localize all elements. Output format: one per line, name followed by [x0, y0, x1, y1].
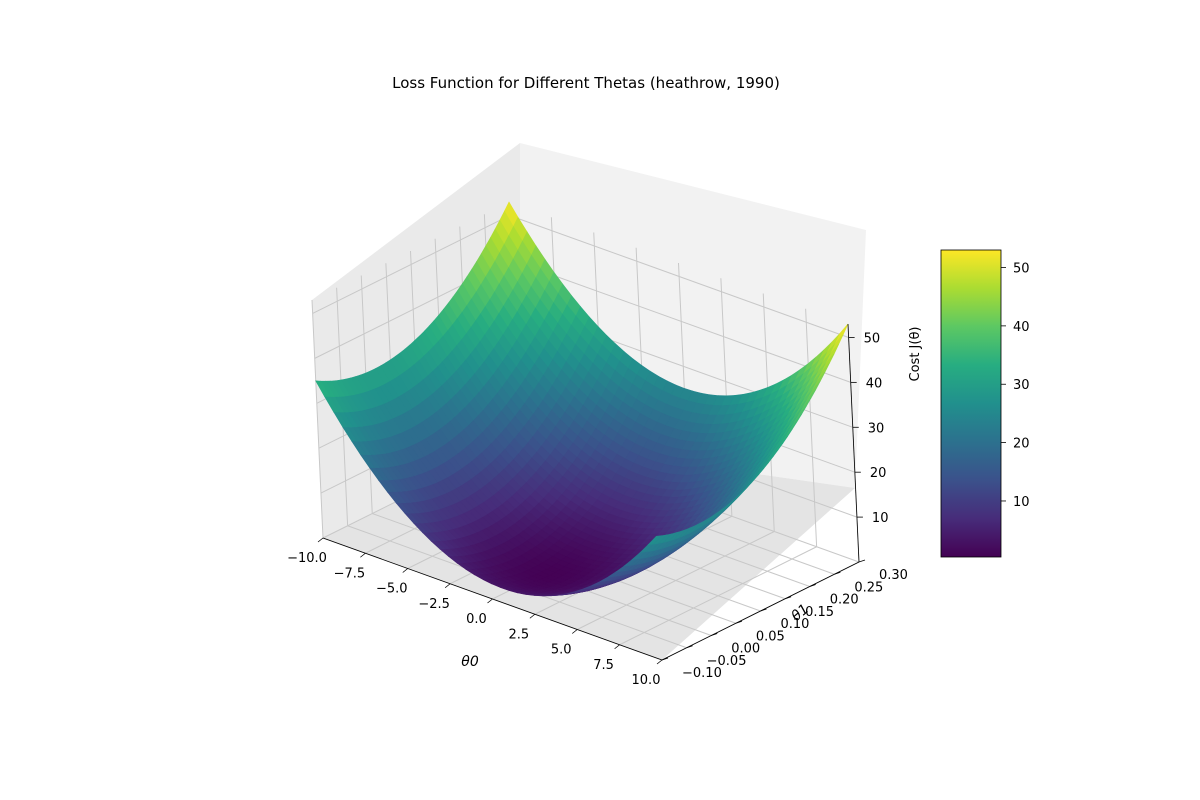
colorbar-ticks: 10 20 30 40 50: [1001, 262, 1030, 510]
colorbar-tick-label-2: 30: [1013, 378, 1030, 393]
colorbar-tick-label-1: 20: [1013, 437, 1030, 452]
y-tick-mark-6: [809, 584, 816, 587]
y-tick-label-1: −0.05: [707, 654, 747, 669]
z-axis-label: Cost J(θ): [908, 327, 923, 382]
y-tick-label-4: 0.10: [781, 617, 810, 632]
y-tick-label-2: 0.00: [731, 642, 760, 657]
axes: −10.0 −7.5 −5.0 −2.5 0.0 2.5 5.0 7.5 10.0 −0.10−0…: [287, 323, 908, 688]
grid-y-wall-0: [311, 299, 324, 539]
x-tick-mark-7: [614, 644, 620, 650]
y-tick-label-3: 0.05: [756, 629, 785, 644]
x-axis-label: θ0: [461, 654, 479, 670]
x-tick-mark-0: [317, 537, 324, 543]
y-tick-mark-0: [661, 657, 669, 661]
y-tick-mark-1: [686, 645, 693, 649]
x-tick-label-3: −2.5: [418, 597, 450, 612]
y-tick-mark-8: [858, 559, 866, 563]
colorbar-tick-label-4: 50: [1013, 262, 1030, 277]
x-tick-label-2: −5.0: [376, 582, 408, 597]
x-tick-mark-8: [656, 659, 663, 665]
x-tick-mark-2: [402, 568, 408, 573]
chart-title: Loss Function for Different Thetas (heat…: [392, 74, 780, 92]
y-tick-mark-5: [784, 596, 792, 600]
x-tick-label-5: 2.5: [509, 627, 530, 642]
y-tick-label-0: −0.10: [682, 666, 722, 681]
x-tick-label-4: 0.0: [466, 612, 487, 627]
z-tick-label-3: 40: [866, 376, 883, 391]
x-tick-label-7: 7.5: [593, 658, 614, 673]
loss-surface: [315, 201, 849, 597]
y-tick-label-7: 0.25: [854, 580, 883, 595]
x-tick-label-8: 10.0: [632, 673, 661, 688]
z-tick-label-4: 50: [864, 331, 881, 346]
grid-z-right-3: [511, 259, 851, 383]
z-tick-label-0: 10: [872, 511, 889, 526]
x-tick-mark-6: [572, 629, 578, 634]
y-tick-mark-2: [711, 633, 718, 636]
x-tick-mark-3: [444, 583, 451, 589]
y-tick-mark-4: [760, 608, 767, 612]
x-tick-label-6: 5.0: [551, 643, 572, 658]
y-tick-label-5: 0.15: [805, 605, 834, 620]
y-tick-mark-7: [834, 571, 841, 575]
y-tick-label-6: 0.20: [830, 593, 859, 608]
grid-x-wall-7: [805, 308, 818, 547]
x-tick-mark-1: [360, 552, 366, 558]
colorbar-tick-label-0: 10: [1013, 495, 1030, 510]
z-tick-label-1: 20: [870, 466, 887, 481]
x-tick-label-1: −7.5: [334, 566, 366, 581]
colorbar: [940, 249, 1002, 558]
grid-z-right-4: [509, 215, 849, 338]
grid-z-left-4: [312, 215, 510, 314]
colorbar-tick-label-3: 40: [1013, 320, 1030, 335]
x-tick-label-0: −10.0: [287, 551, 327, 566]
y-tick-mark-3: [735, 620, 743, 624]
y-tick-label-8: 0.30: [879, 568, 908, 583]
x-tick-mark-5: [529, 613, 536, 619]
surface-cell-39-0: [647, 535, 663, 545]
x-tick-mark-4: [487, 598, 493, 604]
z-axis-line: [847, 323, 860, 563]
z-tick-label-2: 30: [868, 421, 885, 436]
